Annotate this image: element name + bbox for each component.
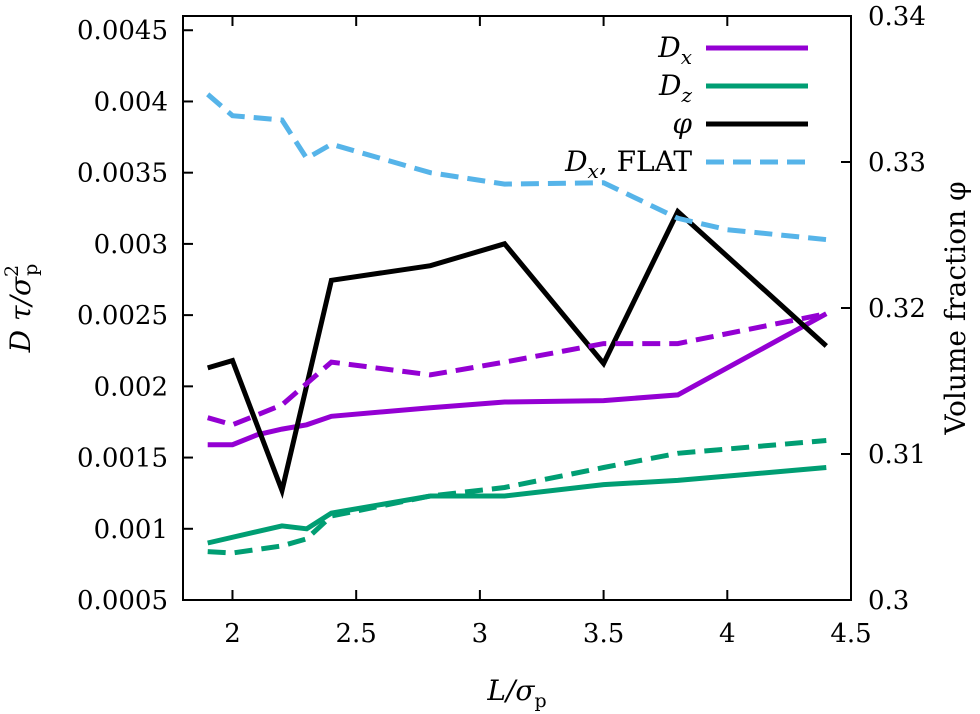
y-left-tick-label: 0.001 bbox=[94, 515, 168, 545]
x-tick-label: 2 bbox=[224, 619, 241, 649]
legend-label-main: D bbox=[564, 145, 587, 178]
x-tick-label: 2.5 bbox=[336, 619, 377, 649]
y-right-tick-label: 0.34 bbox=[868, 2, 926, 32]
series-line-dx_flat_violet bbox=[207, 311, 827, 428]
legend-label-sub: z bbox=[680, 83, 692, 107]
legend-label-main: D bbox=[657, 31, 680, 64]
series-line-dz_flat bbox=[207, 438, 827, 556]
legend-label-main: D bbox=[658, 69, 681, 102]
y-right-tick-label: 0.31 bbox=[868, 440, 926, 470]
y-left-tick-label: 0.0025 bbox=[77, 301, 168, 331]
y-axis-left-label: D τ/σ2p bbox=[1, 264, 42, 354]
legend-label-phi: φ bbox=[672, 107, 692, 140]
series-lines bbox=[206, 92, 828, 556]
y-axis-right-label: Volume fraction φ bbox=[939, 181, 972, 435]
legend-label-sub: x bbox=[681, 45, 692, 69]
y-left-tick-label: 0.0045 bbox=[77, 16, 168, 46]
x-tick-label: 3 bbox=[472, 619, 489, 649]
x-tick-label: 4.5 bbox=[830, 619, 871, 649]
y-right-tick-label: 0.32 bbox=[868, 294, 926, 324]
legend-label-dx_flat: Dx, FLAT bbox=[564, 145, 692, 183]
y-right-tick-label: 0.33 bbox=[868, 148, 926, 178]
legend-label-main: φ bbox=[672, 107, 692, 140]
axis-tick-labels: 2 2.5 3 3.5 4 4.5 0.0005 0.001 0.0015 0.002 0.0025… bbox=[77, 2, 926, 649]
axis-ticks bbox=[183, 15, 852, 601]
series-line-phi bbox=[206, 207, 828, 500]
legend-label-suffix: , FLAT bbox=[599, 145, 693, 178]
y-left-tick-label: 0.002 bbox=[94, 372, 168, 402]
series-line-dx bbox=[207, 311, 828, 448]
x-tick-label: 3.5 bbox=[583, 619, 624, 649]
y-left-tick-label: 0.003 bbox=[94, 230, 168, 260]
series-line-dx_flat bbox=[206, 92, 827, 243]
plot-frame bbox=[182, 15, 852, 601]
y-left-tick-label: 0.0005 bbox=[77, 586, 168, 616]
legend-label-dz: Dz bbox=[658, 69, 692, 107]
series-line-dz bbox=[207, 465, 827, 546]
y-left-tick-label: 0.0035 bbox=[77, 159, 168, 189]
y-right-tick-label: 0.3 bbox=[868, 586, 909, 616]
legend-label-sub: x bbox=[588, 159, 599, 183]
x-axis-label: L/σp bbox=[486, 674, 546, 712]
legend-label-dx: Dx bbox=[657, 31, 692, 69]
x-tick-label: 4 bbox=[719, 619, 736, 649]
y-left-tick-label: 0.004 bbox=[94, 87, 168, 117]
y-left-tick-label: 0.0015 bbox=[77, 444, 168, 474]
